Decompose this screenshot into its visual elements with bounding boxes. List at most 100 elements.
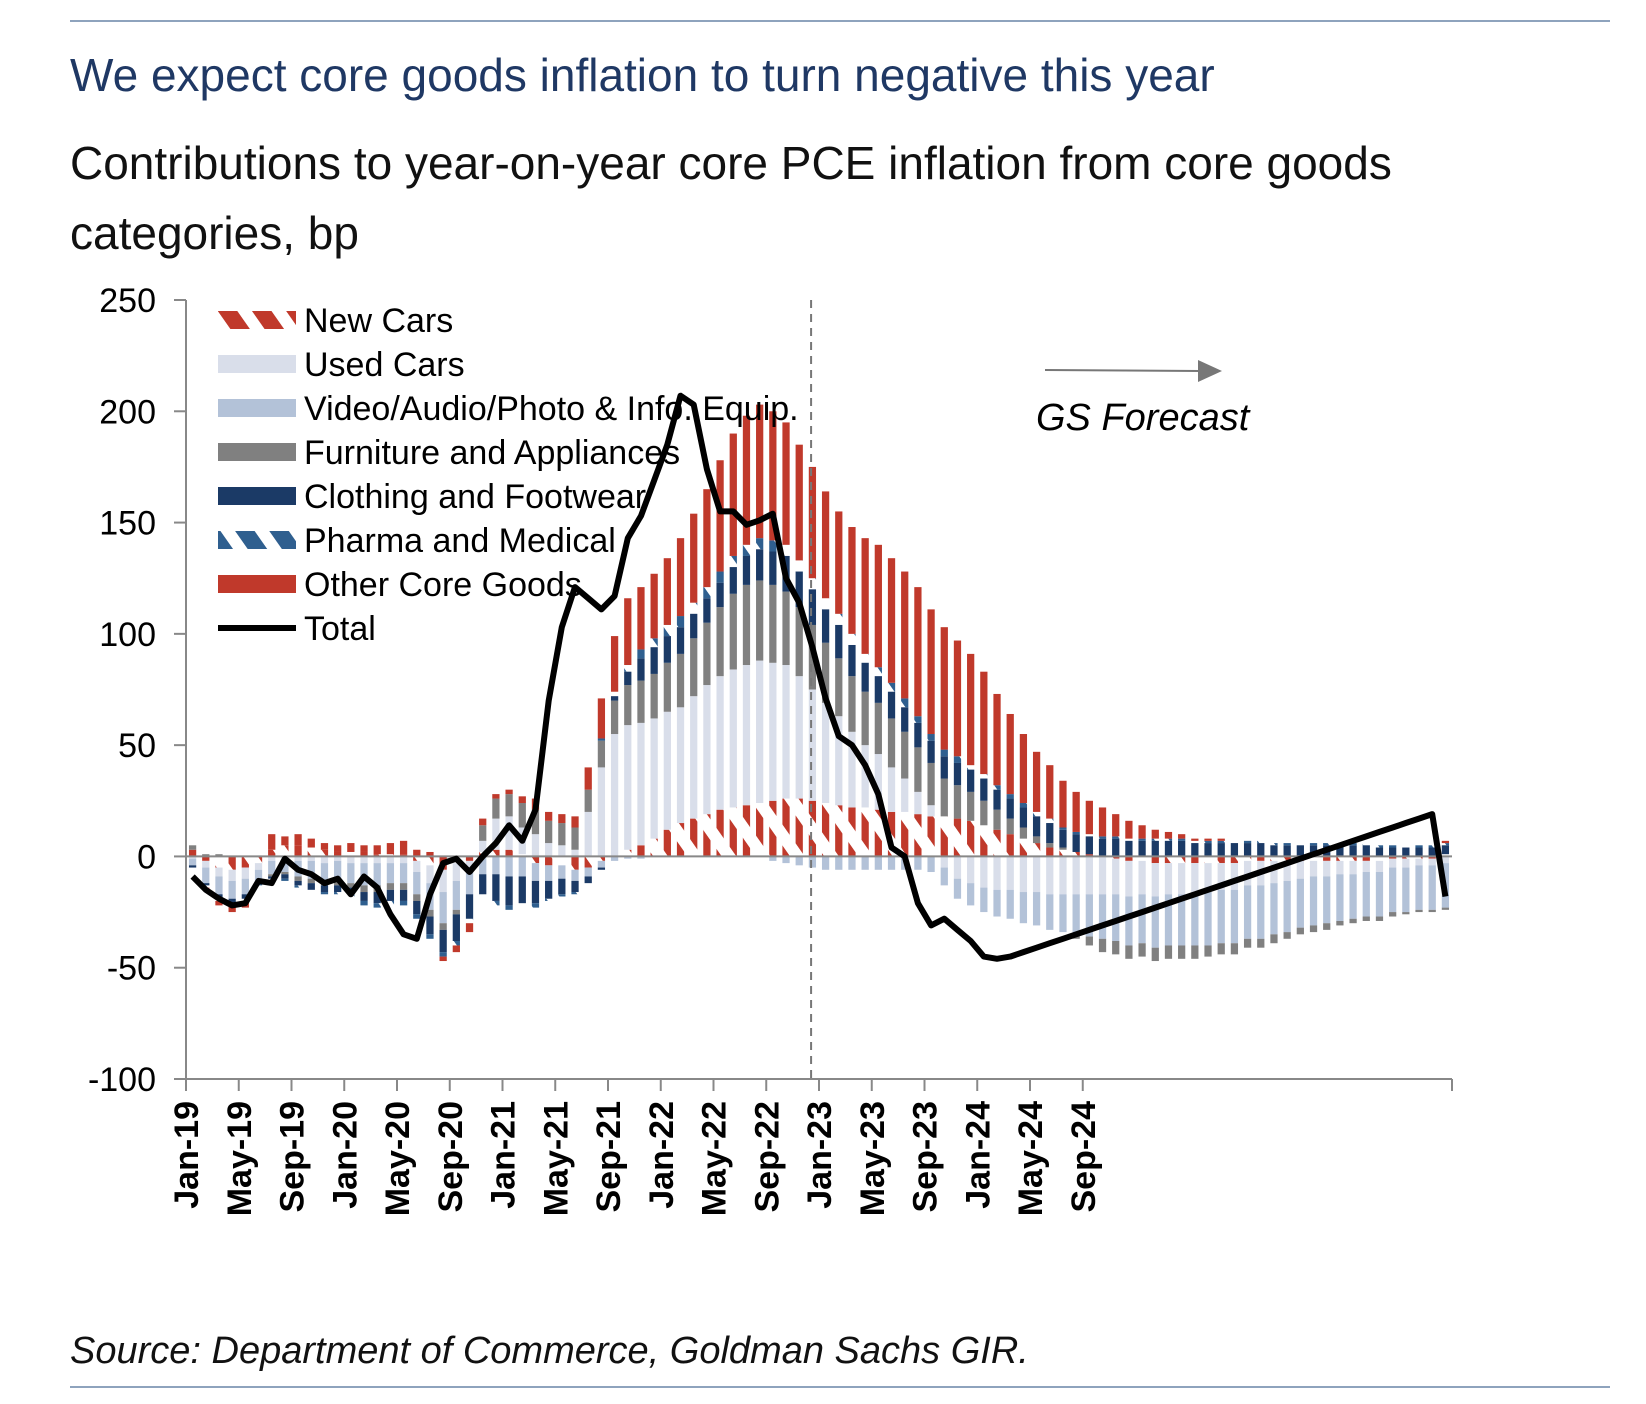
- bar-segment-new_cars: [808, 800, 817, 857]
- bar-segment-pharma: [452, 941, 460, 946]
- bar-segment-clothing: [1046, 823, 1054, 844]
- bar-segment-video_audio: [637, 856, 645, 859]
- bar-segment-used_cars: [1191, 863, 1199, 893]
- bar-segment-video_audio: [558, 865, 566, 879]
- bar-segment-pharma: [940, 749, 948, 757]
- bar-segment-used_cars: [993, 856, 1001, 890]
- bar-segment-clothing: [821, 609, 830, 643]
- bar-segment-other: [215, 900, 223, 906]
- bar-segment-new_cars: [584, 856, 592, 868]
- bar-segment-pharma: [1085, 834, 1093, 837]
- bar-segment-furniture: [1323, 923, 1331, 930]
- bar-segment-furniture: [1112, 941, 1120, 955]
- bar-segment-clothing: [426, 916, 434, 935]
- bar-segment-pharma: [386, 900, 395, 906]
- bar-segment-used_cars: [1428, 858, 1436, 866]
- bar-segment-video_audio: [492, 856, 500, 875]
- bar-segment-furniture: [1164, 945, 1173, 959]
- bar-segment-clothing: [597, 867, 606, 870]
- bar-segment-pharma: [1032, 811, 1041, 817]
- bar-segment-new_cars: [571, 856, 579, 870]
- bar-segment-furniture: [597, 740, 606, 768]
- bar-segment-clothing: [1006, 798, 1014, 819]
- bar-segment-video_audio: [597, 860, 606, 868]
- x-tick-label: Sep-23: [907, 1101, 945, 1213]
- bar-segment-new_cars: [1402, 856, 1410, 859]
- bar-segment-clothing: [808, 589, 817, 625]
- bar-segment-clothing: [953, 762, 962, 786]
- bar-segment-clothing: [241, 894, 249, 899]
- bar-segment-video_audio: [545, 865, 553, 881]
- bar-segment-video_audio: [769, 856, 777, 861]
- legend-swatch-new_cars: [218, 311, 296, 329]
- bar-segment-other: [729, 433, 737, 556]
- bar-segment-furniture: [650, 673, 658, 719]
- bar-segment-new_cars: [756, 803, 764, 857]
- bar-segment-clothing: [1059, 829, 1067, 848]
- bar-segment-new_cars: [835, 805, 843, 857]
- bar-segment-video_audio: [373, 863, 381, 886]
- bar-segment-video_audio: [228, 880, 236, 899]
- bar-segment-used_cars: [558, 845, 566, 857]
- bar-segment-other: [558, 814, 566, 824]
- bar-segment-new_cars: [347, 851, 355, 857]
- bar-segment-furniture: [729, 593, 737, 670]
- bar-segment-clothing: [1375, 847, 1384, 857]
- bar-segment-clothing: [1178, 840, 1186, 857]
- bar-segment-used_cars: [821, 702, 830, 804]
- bar-segment-video_audio: [518, 856, 526, 877]
- bar-segment-new_cars: [1283, 856, 1291, 861]
- bar-segment-furniture: [769, 584, 777, 663]
- bar-segment-other: [914, 587, 922, 717]
- bar-segment-furniture: [914, 747, 922, 792]
- bar-segment-furniture: [821, 642, 830, 703]
- bar-segment-video_audio: [782, 856, 790, 864]
- bar-segment-video_audio: [940, 867, 948, 886]
- bar-segment-other: [1006, 713, 1014, 795]
- bar-segment-used_cars: [386, 856, 395, 864]
- bar-segment-clothing: [887, 691, 896, 719]
- bar-segment-other: [465, 923, 474, 933]
- bar-segment-furniture: [531, 809, 540, 835]
- bar-segment-video_audio: [1428, 865, 1436, 910]
- bar-segment-video_audio: [1389, 867, 1397, 913]
- bar-segment-other: [874, 544, 882, 668]
- bar-segment-clothing: [1138, 840, 1146, 857]
- bar-segment-pharma: [1138, 838, 1146, 841]
- bar-segment-furniture: [294, 876, 302, 881]
- bar-segment-used_cars: [1349, 860, 1357, 875]
- bar-segment-other: [320, 843, 329, 850]
- bar-segment-used_cars: [1204, 863, 1212, 893]
- bar-segment-pharma: [729, 555, 737, 568]
- bar-segment-pharma: [1389, 845, 1397, 848]
- bar-segment-new_cars: [1164, 856, 1173, 864]
- bar-segment-new_cars: [413, 856, 421, 861]
- bar-segment-furniture: [1296, 927, 1304, 935]
- bar-segment-video_audio: [268, 860, 276, 875]
- bar-segment-video_audio: [1243, 885, 1252, 939]
- bar-segment-clothing: [756, 549, 764, 581]
- bar-segment-furniture: [202, 854, 210, 857]
- bar-segment-video_audio: [1415, 865, 1423, 910]
- bar-segment-used_cars: [1085, 856, 1093, 895]
- bar-segment-pharma: [953, 756, 962, 763]
- bar-segment-pharma: [967, 765, 975, 770]
- bar-segment-new_cars: [254, 856, 263, 864]
- bar-segment-pharma: [769, 540, 777, 552]
- bar-segment-clothing: [188, 865, 197, 868]
- bar-segment-new_cars: [637, 845, 645, 857]
- bar-segment-new_cars: [1230, 856, 1239, 864]
- bar-segment-video_audio: [571, 869, 579, 881]
- bar-segment-furniture: [1336, 920, 1344, 926]
- bar-segment-pharma: [320, 892, 329, 895]
- x-tick-label: May-22: [696, 1101, 734, 1216]
- bar-segment-clothing: [848, 644, 856, 677]
- bar-segment-clothing: [663, 636, 671, 663]
- bar-segment-video_audio: [821, 856, 830, 870]
- bar-segment-pharma: [465, 918, 474, 924]
- bar-segment-video_audio: [1375, 872, 1384, 917]
- bar-segment-furniture: [756, 580, 764, 661]
- bar-segment-video_audio: [967, 883, 975, 906]
- bar-segment-furniture: [1270, 934, 1278, 944]
- bar-segment-video_audio: [993, 889, 1001, 917]
